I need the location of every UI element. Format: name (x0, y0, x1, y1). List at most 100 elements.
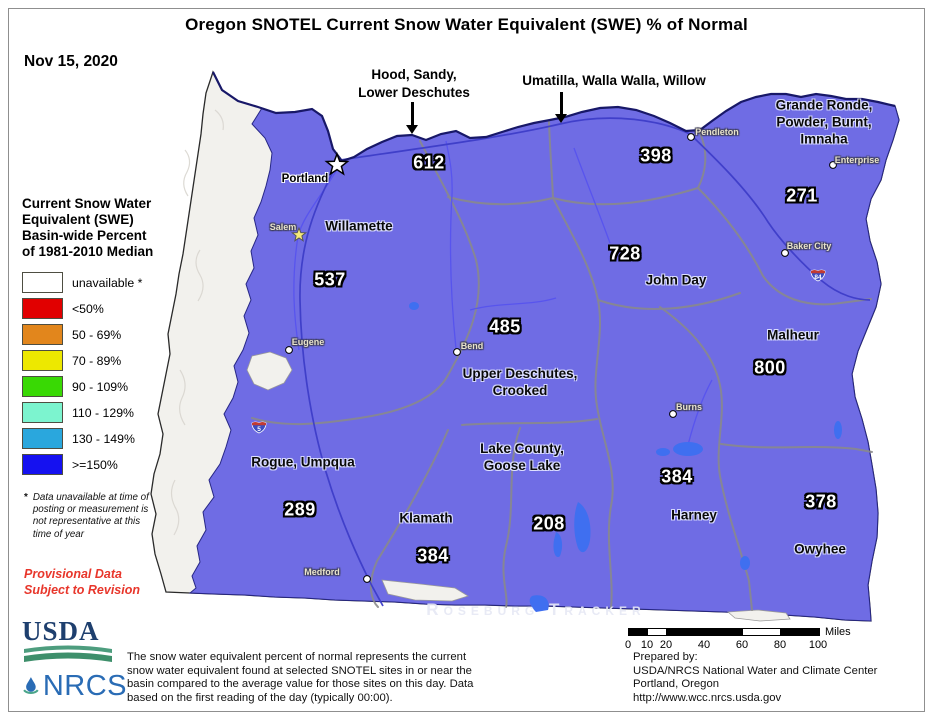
legend: Current Snow Water Equivalent (SWE) Basi… (22, 196, 177, 481)
basin-label-john-day: John Day (645, 272, 707, 288)
basin-label-willamette: Willamette (325, 218, 393, 234)
swe-value-hood-sandy: 612 (413, 152, 445, 173)
city-dot-bend (453, 348, 461, 356)
nrcs-wordmark: NRCS (42, 669, 127, 702)
scale-bar: 0 10 20 40 60 80 100 Miles (624, 626, 858, 652)
city-label-medford: Medford (304, 567, 340, 577)
legend-label: <50% (72, 301, 104, 316)
scale-tick: 60 (735, 639, 749, 651)
page-title: Oregon SNOTEL Current Snow Water Equival… (185, 15, 748, 34)
prepared-by-block: Prepared by: USDA/NRCS National Water an… (633, 651, 877, 705)
swe-value-malheur: 800 (754, 357, 786, 378)
portland-star-icon (324, 151, 350, 176)
footnote-text: Data unavailable at time of posting or m… (32, 492, 149, 540)
city-dot-burns (669, 410, 677, 418)
swe-value-harney: 384 (661, 466, 693, 487)
city-label-portland: Portland (281, 173, 329, 185)
scale-tick: 0 (624, 639, 632, 651)
legend-row: 50 - 69% (22, 324, 177, 346)
city-dot-medford (363, 575, 371, 583)
city-label-baker-city: Baker City (786, 241, 832, 251)
city-label-eugene: Eugene (291, 337, 325, 347)
legend-swatch-90-109 (22, 376, 63, 398)
scale-tick: 20 (659, 639, 673, 651)
legend-row: 70 - 89% (22, 350, 177, 372)
prepared-by-location: Portland, Oregon (633, 678, 720, 691)
footnote-asterisk: * (24, 492, 28, 503)
legend-swatch-lt50 (22, 298, 63, 320)
water-drop-icon (23, 677, 39, 694)
salem-star-icon (290, 226, 308, 242)
city-label-pendleton: Pendleton (695, 127, 739, 137)
city-label-enterprise: Enterprise (834, 155, 880, 165)
legend-row: 110 - 129% (22, 402, 177, 424)
prepared-by-org: USDA/NRCS National Water and Climate Cen… (633, 664, 878, 677)
city-dot-eugene (285, 346, 293, 354)
nrcs-logo: NRCS (22, 671, 127, 701)
legend-row: unavailable * (22, 272, 177, 294)
legend-rows: unavailable * <50% 50 - 69% 70 - 89% 90 … (22, 272, 177, 476)
svg-text:84: 84 (814, 274, 822, 281)
basin-label-klamath: Klamath (399, 510, 453, 526)
scale-tick: 80 (773, 639, 787, 651)
swe-value-willamette: 537 (314, 269, 346, 290)
interstate-84-shield-icon: 84 (810, 269, 826, 282)
usda-logo: USDA (22, 616, 100, 646)
legend-label: unavailable * (72, 275, 143, 290)
callout-arrow-icon (411, 102, 414, 125)
swe-value-klamath: 384 (417, 545, 449, 566)
columbia-river-border (212, 71, 896, 163)
legend-row: 90 - 109% (22, 376, 177, 398)
scale-tick: 40 (697, 639, 711, 651)
footer-description: The snow water equivalent percent of nor… (127, 651, 474, 704)
legend-swatch-130-149 (22, 428, 63, 450)
legend-label: 110 - 129% (72, 405, 134, 420)
city-dot-baker-city (781, 249, 789, 257)
svg-text:5: 5 (257, 426, 261, 433)
basin-label-upper-deschutes: Upper Deschutes, Crooked (462, 366, 578, 398)
city-markers (285, 133, 837, 583)
swe-value-upper-deschutes: 485 (489, 316, 521, 337)
legend-swatch-50-69 (22, 324, 63, 346)
basin-label-owyhee: Owyhee (794, 541, 846, 557)
legend-label: 70 - 89% (72, 353, 122, 368)
provisional-notice: Provisional Data Subject to Revision (24, 567, 140, 597)
prepared-by-label: Prepared by: (633, 651, 698, 663)
city-label-bend: Bend (460, 341, 484, 351)
swe-value-rogue-umpqua: 289 (284, 499, 316, 520)
basin-label-grande-ronde: Grande Ronde, Powder, Burnt, Imnaha (775, 97, 873, 147)
swe-value-grande-ronde: 271 (786, 185, 818, 206)
interstate-5-shield-icon: 5 (251, 421, 267, 434)
rivers (293, 140, 713, 446)
basin-label-rogue-umpqua: Rogue, Umpqua (251, 454, 355, 470)
scale-tick: 100 (808, 639, 828, 651)
legend-swatch-gte150 (22, 454, 63, 476)
basin-boundaries (251, 121, 873, 611)
city-label-salem: Salem (269, 222, 297, 232)
usda-green-stripes-icon (24, 645, 112, 662)
city-label-burns: Burns (675, 402, 703, 412)
swe-value-lake-county: 208 (533, 513, 565, 534)
legend-footnote: * Data unavailable at time of posting or… (24, 492, 152, 541)
legend-label: 50 - 69% (72, 327, 122, 342)
prepared-by-url: http://www.wcc.nrcs.usda.gov (633, 691, 782, 704)
legend-row: >=150% (22, 454, 177, 476)
legend-label: 90 - 109% (72, 379, 129, 394)
callout-umatilla-walla-walla-willow: Umatilla, Walla Walla, Willow (522, 72, 706, 88)
swe-value-john-day: 728 (609, 243, 641, 264)
page-frame (8, 8, 925, 712)
legend-row: <50% (22, 298, 177, 320)
agency-logos: USDA NRCS (22, 618, 127, 701)
legend-swatch-unavailable (22, 272, 63, 294)
swe-value-umatilla: 398 (640, 145, 672, 166)
scale-tick: 10 (640, 639, 654, 651)
callout-arrowhead-icon (555, 114, 567, 123)
callout-arrowhead-icon (406, 125, 418, 134)
legend-label: 130 - 149% (72, 431, 135, 446)
scale-unit-label: Miles (825, 626, 851, 638)
scale-bar-segments (628, 628, 820, 636)
city-dot-pendleton (687, 133, 695, 141)
legend-row: 130 - 149% (22, 428, 177, 450)
